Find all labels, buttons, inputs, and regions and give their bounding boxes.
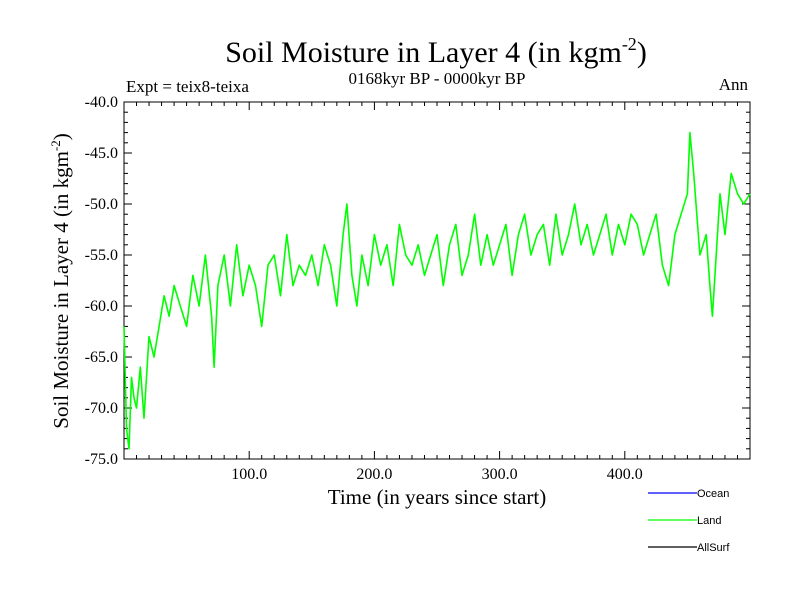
legend-label-allsurf: AllSurf: [697, 542, 730, 554]
y-axis-label-close: ): [49, 133, 73, 140]
y-tick-label: -45.0: [85, 145, 118, 162]
x-axis-label: Time (in years since start): [328, 485, 547, 509]
chart-title-close: ): [637, 36, 647, 69]
plot-frame: [123, 101, 751, 460]
y-axis-label-sup: -2: [48, 140, 63, 151]
y-tick-label: -40.0: [85, 94, 118, 111]
season-label: Ann: [719, 75, 749, 94]
legend-label-land: Land: [697, 515, 721, 527]
y-tick-label: -70.0: [85, 400, 118, 417]
chart-title: Soil Moisture in Layer 4 (in kgm-2): [225, 34, 647, 69]
y-tick-label: -65.0: [85, 349, 118, 366]
y-tick-label: -55.0: [85, 247, 118, 264]
y-axis-ticks: -40.0 -45.0 -50.0 -55.0 -60.0 -65.0 -70.0 -75.0: [85, 94, 750, 468]
chart-title-main: Soil Moisture in Layer 4 (in kgm: [225, 36, 622, 69]
series-line-land: [123, 131, 751, 450]
y-axis-minor-ticks: [124, 111, 750, 450]
y-axis-label-main: Soil Moisture in Layer 4 (in kgm: [49, 151, 73, 429]
chart-title-sup: -2: [622, 34, 637, 54]
y-tick-label: -60.0: [85, 298, 118, 315]
x-axis-ticks: 100.0 200.0 300.0 400.0: [231, 102, 643, 483]
y-axis-label: Soil Moisture in Layer 4 (in kgm-2): [48, 133, 73, 428]
x-tick-label: 400.0: [607, 466, 643, 483]
legend-label-ocean: Ocean: [697, 488, 729, 500]
chart-subtitle: 0168kyr BP - 0000kyr BP: [349, 69, 526, 88]
y-tick-label: -75.0: [85, 451, 118, 468]
series-layer: [123, 131, 751, 450]
legend: Ocean Land AllSurf: [648, 488, 730, 554]
x-tick-label: 200.0: [356, 466, 392, 483]
y-tick-label: -50.0: [85, 196, 118, 213]
x-tick-label: 300.0: [482, 466, 518, 483]
x-axis-minor-ticks: [136, 102, 738, 459]
expt-label: Expt = teix8-teixa: [126, 77, 249, 96]
x-tick-label: 100.0: [231, 466, 267, 483]
